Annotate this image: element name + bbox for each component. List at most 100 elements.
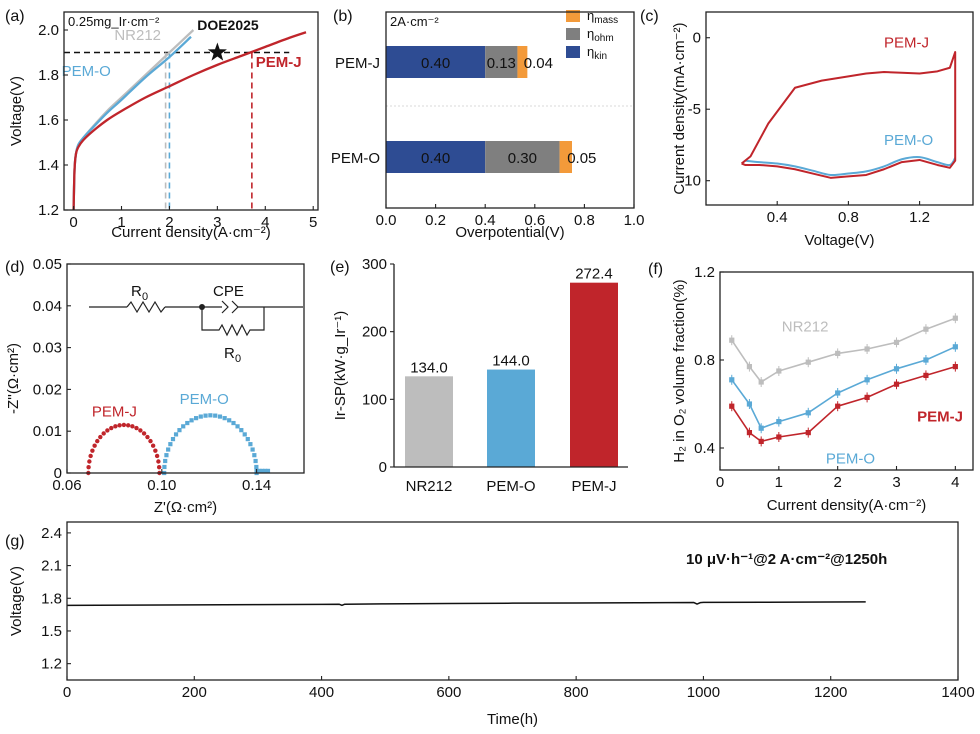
pemj-label: PEM-J [256, 54, 302, 71]
nr212-label: NR212 [782, 318, 829, 335]
segment-value-label: 0.30 [508, 150, 537, 167]
y-tick-label: 0 [693, 30, 701, 47]
nyquist-point [213, 413, 218, 418]
polarization-curve-pem-j [72, 31, 307, 211]
y-tick-label: 0.01 [33, 423, 62, 440]
x-axis-label: Time(h) [487, 711, 538, 728]
legend-entry: ηohm [587, 26, 614, 44]
y-axis-label: Current density(mA·cm⁻²) [671, 22, 688, 194]
y-tick-label: 0.4 [694, 440, 715, 457]
nyquist-point [87, 459, 92, 464]
x-tick-label: 0.4 [475, 212, 496, 229]
h2-point [776, 419, 782, 425]
x-tick-label: 4 [261, 214, 269, 231]
h2-point [864, 346, 870, 352]
nyquist-point [189, 418, 194, 423]
bar-segment-eta-kin-pem-j [386, 46, 486, 78]
nyquist-point [235, 424, 240, 429]
h2-point [776, 368, 782, 374]
y-tick-label: 1.4 [38, 157, 59, 174]
nyquist-point [252, 453, 257, 458]
x-tick-label: 1.2 [909, 209, 930, 226]
nyquist-point [101, 431, 106, 436]
y-tick-label: 1.6 [38, 112, 59, 129]
y-tick-label: 1.8 [38, 67, 59, 84]
x-tick-label: 1400 [941, 684, 974, 701]
nyquist-point [177, 428, 182, 433]
y-tick-label: 1.8 [41, 590, 62, 607]
legend-sub: ohm [594, 33, 613, 44]
h2-point [729, 337, 735, 343]
nyquist-point [150, 443, 156, 448]
nyquist-point [154, 453, 160, 459]
y-tick-label: 0.04 [33, 298, 62, 315]
nyquist-point [231, 420, 236, 426]
y-tick-label: 2.1 [41, 558, 62, 575]
x-tick-label: 0.2 [425, 212, 446, 229]
y-tick-label: -10 [679, 173, 701, 190]
y-tick-label: 2.0 [38, 22, 59, 39]
nyquist-point [88, 453, 93, 459]
circuit-label-r1: R [131, 283, 142, 300]
nyquist-point [239, 428, 244, 433]
doe2025-label: DOE2025 [197, 17, 259, 33]
nyquist-point [263, 468, 268, 474]
x-tick-label: 0.8 [838, 209, 859, 226]
h2-point [805, 359, 811, 365]
h2-point [893, 339, 900, 345]
nyquist-point [253, 458, 258, 464]
panel-label-e: (e) [330, 259, 350, 276]
h2-point [729, 403, 735, 409]
legend-entry: ηkin [587, 44, 607, 62]
y-tick-label: 100 [362, 391, 387, 408]
h2-point [952, 364, 958, 370]
plot-area-b [385, 11, 635, 209]
segment-value-label: 0.05 [567, 150, 596, 167]
resistor-r0-series [126, 300, 166, 314]
h2-point [758, 379, 764, 385]
bar-segment-eta-ohm-pem-o [485, 141, 560, 173]
nyquist-point [260, 468, 265, 474]
x-tick-label: 0.14 [242, 477, 271, 494]
y-axis-label: -Z''(Ω·cm²) [5, 343, 22, 414]
x-tick-label: 1200 [814, 684, 847, 701]
nyquist-point [257, 468, 262, 474]
bar-segment-eta-kin-pem-o [386, 141, 486, 173]
nyquist-point [156, 459, 161, 464]
x-tick-label: 4 [951, 474, 959, 491]
x-tick-label: 0.4 [767, 209, 788, 226]
nyquist-point [254, 464, 259, 470]
nyquist-point [92, 443, 97, 448]
h2-point [835, 390, 841, 396]
nyquist-point [156, 465, 162, 470]
panel-label-c: (c) [640, 8, 659, 25]
nyquist-point [245, 436, 250, 442]
y-tick-label: 300 [362, 256, 387, 273]
y-axis-label: Ir-SP(kW·g_Ir⁻¹) [332, 311, 349, 421]
legend-base: η [587, 8, 594, 23]
nyquist-point [168, 442, 173, 447]
nyquist-point [148, 438, 153, 444]
nyquist-point [198, 414, 203, 419]
h2-point [805, 410, 811, 416]
y-tick-label: 0 [54, 465, 62, 482]
panel-label-f: (f) [648, 261, 663, 278]
h2-point [893, 366, 900, 372]
nyquist-point [141, 431, 147, 436]
legend-entry: ηmass [587, 8, 618, 26]
h2-point [952, 315, 958, 321]
nyquist-point [125, 423, 131, 428]
x-tick-label: 0.0 [376, 212, 397, 229]
nyquist-point [134, 425, 139, 431]
pemj-label: PEM-J [917, 409, 963, 426]
plot-area-a [63, 11, 319, 211]
pemo-label: PEM-O [826, 450, 875, 467]
h2-series-pem-j [731, 365, 956, 443]
category-label: PEM-J [572, 478, 617, 495]
nyquist-series-pem-o [162, 413, 271, 476]
segment-value-label: 0.13 [487, 55, 516, 72]
h2-point [758, 438, 764, 444]
nyquist-point [121, 422, 127, 428]
nyquist-point [145, 434, 150, 440]
